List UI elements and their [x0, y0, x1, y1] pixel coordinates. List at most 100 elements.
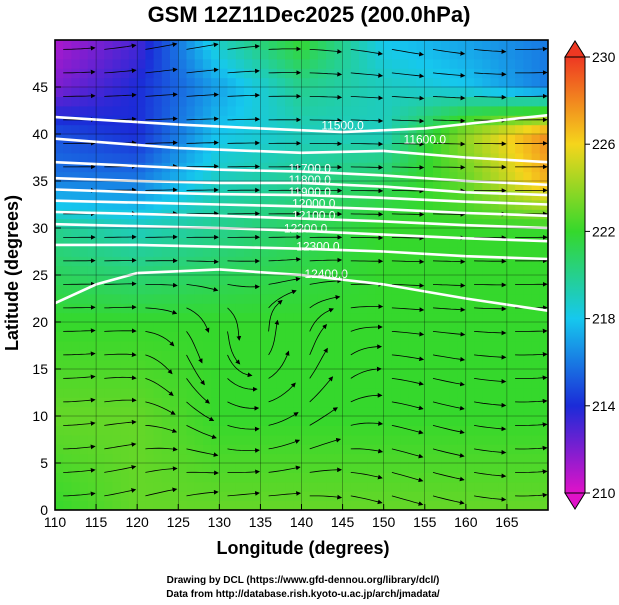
temperature-cell	[326, 463, 335, 473]
temperature-cell	[301, 293, 311, 304]
temperature-cell	[178, 425, 188, 436]
temperature-cell	[490, 40, 500, 50]
temperature-cell	[301, 152, 311, 163]
temperature-cell	[178, 58, 188, 69]
temperature-cell	[219, 68, 229, 79]
temperature-cell	[441, 322, 450, 332]
temperature-cell	[161, 444, 171, 455]
temperature-cell	[128, 378, 138, 389]
temperature-cell	[326, 397, 335, 408]
temperature-cell	[235, 40, 245, 50]
temperature-cell	[227, 134, 237, 144]
temperature-cell	[276, 171, 286, 182]
temperature-cell	[211, 453, 220, 464]
temperature-cell	[465, 491, 475, 502]
temperature-cell	[498, 134, 508, 144]
temperature-cell	[104, 453, 114, 464]
temperature-cell	[326, 416, 335, 426]
temperature-cell	[235, 406, 245, 417]
temperature-cell	[219, 246, 229, 257]
temperature-cell	[153, 181, 163, 191]
temperature-cell	[441, 96, 450, 107]
temperature-cell	[433, 416, 442, 426]
temperature-cell	[112, 416, 122, 426]
temperature-cell	[391, 143, 401, 154]
temperature-cell	[317, 472, 327, 483]
temperature-cell	[342, 87, 352, 97]
temperature-cell	[145, 115, 155, 126]
streamline	[350, 344, 382, 356]
temperature-cell	[268, 218, 278, 229]
temperature-cell	[276, 246, 286, 257]
temperature-cell	[252, 49, 261, 60]
temperature-cell	[400, 293, 409, 304]
temperature-cell	[194, 322, 204, 332]
temperature-cell	[170, 378, 179, 389]
colorbar-tick-label: 210	[592, 485, 616, 501]
temperature-cell	[309, 49, 319, 60]
temperature-cell	[63, 425, 72, 436]
temperature-cell	[383, 134, 393, 144]
temperature-cell	[383, 453, 393, 464]
temperature-cell	[400, 199, 409, 210]
temperature-cell	[482, 369, 492, 379]
temperature-cell	[285, 425, 294, 436]
temperature-cell	[400, 181, 409, 191]
temperature-cell	[408, 275, 418, 285]
temperature-cell	[252, 322, 261, 332]
temperature-cell	[104, 49, 114, 60]
temperature-cell	[178, 406, 188, 417]
temperature-cell	[350, 96, 360, 107]
temperature-cell	[424, 500, 434, 510]
temperature-cell	[128, 434, 138, 445]
temperature-cell	[301, 162, 311, 173]
temperature-cell	[326, 425, 335, 436]
temperature-cell	[301, 58, 311, 69]
temperature-cell	[252, 378, 261, 389]
temperature-cell	[416, 472, 426, 483]
temperature-cell	[416, 444, 426, 455]
temperature-cell	[424, 265, 434, 276]
temperature-cell	[153, 68, 163, 79]
x-tick-label: 150	[372, 514, 396, 530]
temperature-cell	[441, 265, 450, 276]
temperature-cell	[367, 387, 376, 398]
temperature-cell	[128, 406, 138, 417]
temperature-cell	[153, 481, 163, 492]
temperature-cell	[227, 312, 237, 323]
streamline	[63, 374, 96, 380]
temperature-cell	[342, 481, 352, 492]
temperature-cell	[178, 152, 188, 163]
temperature-cell	[350, 40, 360, 50]
temperature-cell	[309, 96, 319, 107]
temperature-cell	[285, 246, 294, 257]
temperature-cell	[441, 228, 450, 238]
temperature-cell	[63, 322, 72, 332]
temperature-cell	[161, 312, 171, 323]
temperature-cell	[219, 434, 229, 445]
temperature-cell	[359, 199, 368, 210]
temperature-cell	[490, 77, 500, 88]
temperature-cell	[145, 58, 155, 69]
temperature-cell	[539, 143, 548, 154]
temperature-cell	[63, 171, 72, 182]
temperature-cell	[145, 152, 155, 163]
temperature-cell	[416, 190, 426, 201]
streamline	[227, 331, 241, 365]
temperature-cell	[194, 491, 204, 502]
temperature-cell	[211, 491, 220, 502]
temperature-cell	[424, 331, 434, 342]
temperature-cell	[219, 369, 229, 379]
temperature-cell	[161, 171, 171, 182]
temperature-cell	[276, 463, 286, 473]
temperature-cell	[186, 463, 196, 473]
temperature-cell	[235, 246, 245, 257]
streamline	[63, 328, 96, 334]
streamline	[186, 378, 210, 404]
temperature-cell	[202, 434, 212, 445]
temperature-cell	[161, 331, 171, 342]
temperature-cell	[408, 77, 418, 88]
temperature-cell	[194, 40, 204, 50]
temperature-cell	[433, 481, 442, 492]
temperature-cell	[317, 500, 327, 510]
